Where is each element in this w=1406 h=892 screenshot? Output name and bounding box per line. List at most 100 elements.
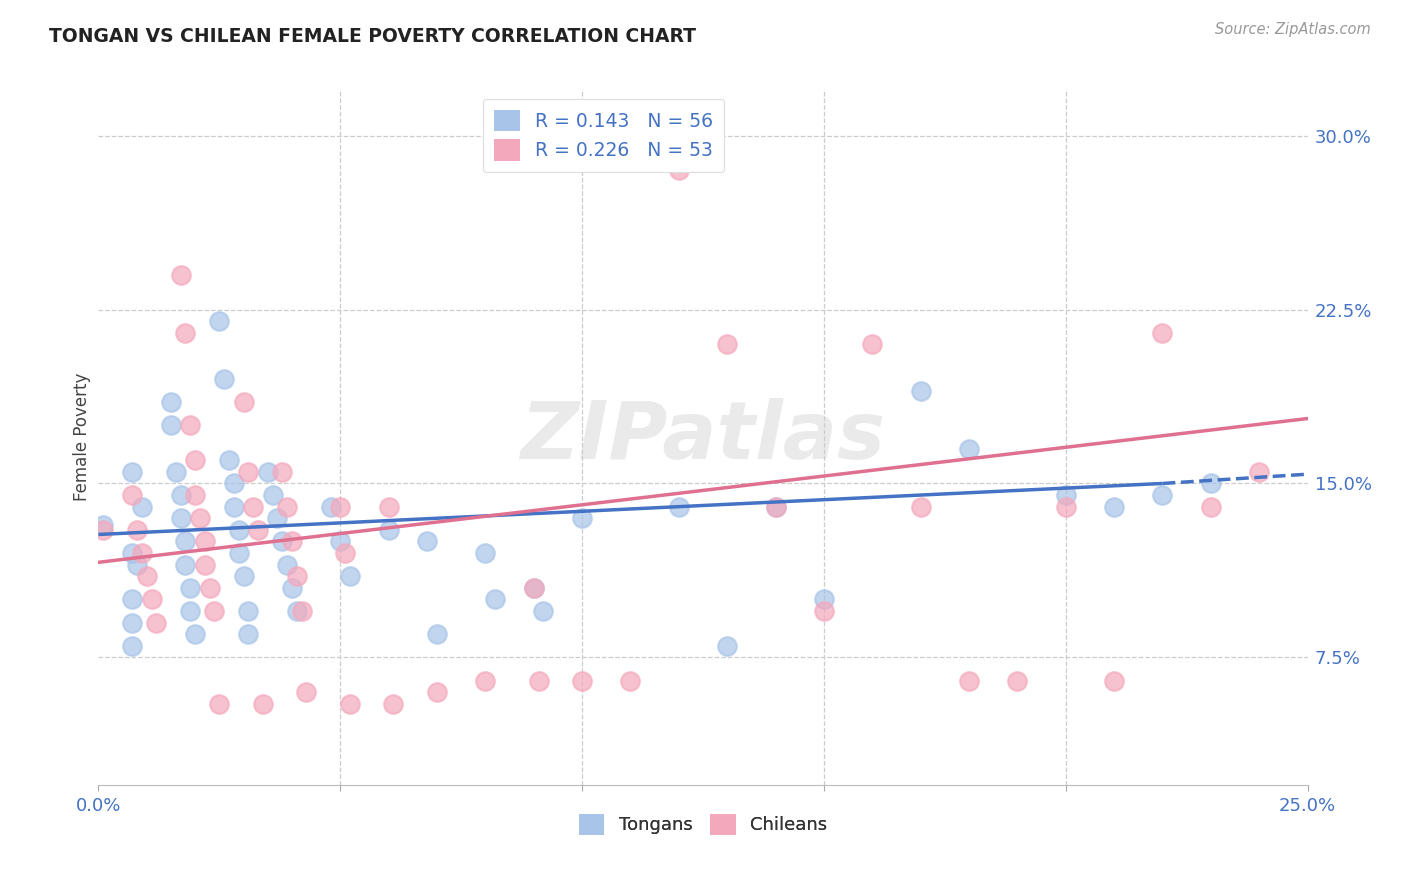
Point <box>121 615 143 630</box>
Point <box>121 592 143 607</box>
Point <box>474 546 496 560</box>
Point <box>160 395 183 409</box>
Point <box>271 534 294 549</box>
Point <box>160 418 183 433</box>
Point <box>523 581 546 595</box>
Point <box>212 372 235 386</box>
Point <box>179 581 201 595</box>
Point <box>174 558 197 572</box>
Text: ZIPatlas: ZIPatlas <box>520 398 886 476</box>
Point <box>256 465 278 479</box>
Point <box>174 326 197 340</box>
Point <box>333 546 356 560</box>
Point <box>339 569 361 583</box>
Point <box>1102 673 1125 688</box>
Point <box>169 268 191 282</box>
Point <box>184 488 207 502</box>
Point <box>285 604 308 618</box>
Point <box>668 163 690 178</box>
Point <box>252 697 274 711</box>
Point <box>619 673 641 688</box>
Point <box>765 500 787 514</box>
Point <box>1199 500 1222 514</box>
Point <box>218 453 240 467</box>
Point <box>179 418 201 433</box>
Point <box>1007 673 1029 688</box>
Point <box>121 465 143 479</box>
Point <box>319 500 342 514</box>
Point <box>208 697 231 711</box>
Point <box>910 500 932 514</box>
Point <box>194 534 217 549</box>
Point <box>184 453 207 467</box>
Point <box>281 581 304 595</box>
Point <box>426 627 449 641</box>
Point <box>169 488 191 502</box>
Point <box>238 604 260 618</box>
Point <box>571 673 593 688</box>
Point <box>232 395 254 409</box>
Point <box>204 604 226 618</box>
Point <box>426 685 449 699</box>
Point <box>523 581 546 595</box>
Point <box>377 500 399 514</box>
Point <box>247 523 270 537</box>
Point <box>474 673 496 688</box>
Point <box>668 500 690 514</box>
Point <box>957 673 980 688</box>
Point <box>910 384 932 398</box>
Point <box>198 581 221 595</box>
Point <box>285 569 308 583</box>
Point <box>131 500 153 514</box>
Point <box>188 511 211 525</box>
Point <box>276 500 298 514</box>
Point <box>813 592 835 607</box>
Point <box>262 488 284 502</box>
Point <box>184 627 207 641</box>
Point <box>222 500 245 514</box>
Point <box>765 500 787 514</box>
Point <box>232 569 254 583</box>
Point <box>1054 500 1077 514</box>
Point <box>141 592 163 607</box>
Point <box>194 558 217 572</box>
Point <box>271 465 294 479</box>
Point <box>716 639 738 653</box>
Point <box>813 604 835 618</box>
Point <box>531 604 554 618</box>
Point <box>121 546 143 560</box>
Point <box>1152 326 1174 340</box>
Point <box>484 592 506 607</box>
Point <box>339 697 361 711</box>
Point <box>179 604 201 618</box>
Point <box>228 523 250 537</box>
Point <box>281 534 304 549</box>
Legend: Tongans, Chileans: Tongans, Chileans <box>568 803 838 846</box>
Point <box>242 500 264 514</box>
Point <box>135 569 157 583</box>
Point <box>329 500 352 514</box>
Text: TONGAN VS CHILEAN FEMALE POVERTY CORRELATION CHART: TONGAN VS CHILEAN FEMALE POVERTY CORRELA… <box>49 27 696 45</box>
Point <box>165 465 187 479</box>
Point <box>377 523 399 537</box>
Point <box>295 685 318 699</box>
Point <box>131 546 153 560</box>
Point <box>238 465 260 479</box>
Point <box>208 314 231 328</box>
Point <box>121 488 143 502</box>
Text: Source: ZipAtlas.com: Source: ZipAtlas.com <box>1215 22 1371 37</box>
Point <box>222 476 245 491</box>
Point <box>860 337 883 351</box>
Point <box>382 697 405 711</box>
Point <box>1199 476 1222 491</box>
Point <box>527 673 550 688</box>
Point <box>1249 465 1271 479</box>
Point <box>174 534 197 549</box>
Point <box>276 558 298 572</box>
Point <box>127 523 149 537</box>
Point <box>91 523 114 537</box>
Point <box>571 511 593 525</box>
Point <box>169 511 191 525</box>
Point <box>957 442 980 456</box>
Point <box>91 518 114 533</box>
